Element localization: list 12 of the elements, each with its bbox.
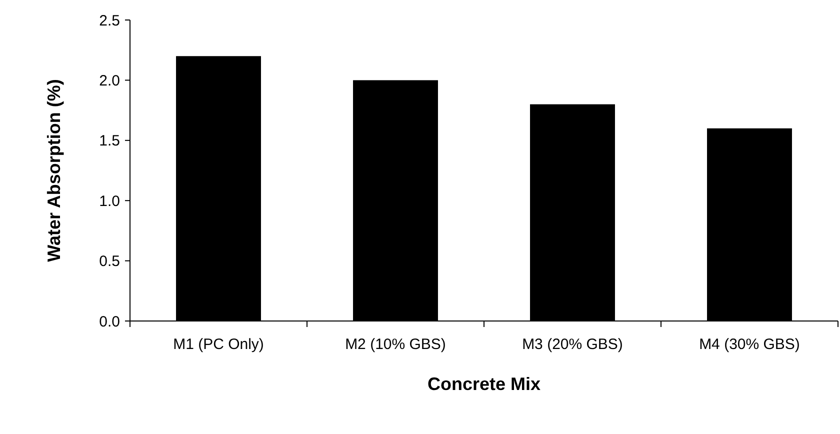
x-tick-label: M1 (PC Only) <box>173 336 264 353</box>
y-tick-label: 1.5 <box>99 132 120 150</box>
y-tick-label: 2.0 <box>99 72 120 90</box>
y-tick-label: 0.5 <box>99 253 120 270</box>
x-tick-label: M2 (10% GBS) <box>345 336 446 353</box>
y-tick-label: 0.0 <box>99 313 120 330</box>
y-tick-label: 2.5 <box>99 12 120 30</box>
x-tick-label: M4 (30% GBS) <box>699 336 800 353</box>
y-axis-title: Water Absorption (%) <box>44 79 64 262</box>
x-tick-label: M3 (20% GBS) <box>522 336 623 353</box>
x-axis-title: Concrete Mix <box>427 374 541 394</box>
y-tick-label: 1.0 <box>99 192 120 210</box>
